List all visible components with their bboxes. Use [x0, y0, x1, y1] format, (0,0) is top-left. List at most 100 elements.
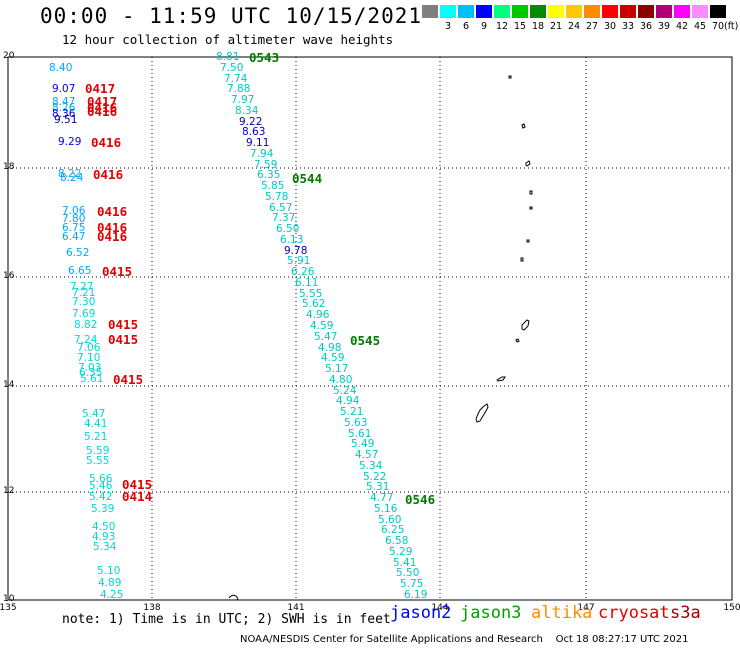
wave-height-value: 6.58: [385, 535, 409, 547]
wave-height-value: 7.80: [62, 213, 86, 225]
wave-height-value: 6.57: [269, 202, 293, 214]
map-frame: [7, 56, 733, 601]
legend-swatch: [710, 5, 726, 18]
wave-height-value: 4.57: [355, 449, 379, 461]
legend-swatch: [476, 5, 492, 18]
legend-label: 27: [585, 21, 599, 32]
cryosat-pass-time: 0414: [122, 489, 153, 504]
wave-height-value: 7.06: [62, 205, 86, 217]
jason3-pass-time: 0544: [292, 171, 323, 186]
legend-swatch: [494, 5, 510, 18]
cryosat-pass-time: 0417: [85, 81, 116, 96]
island-outline: [525, 160, 531, 167]
wave-height-value: 5.41: [393, 557, 417, 569]
legend-label: 33: [621, 21, 635, 32]
wave-height-value: 7.59: [254, 159, 278, 171]
map-border: [7, 56, 733, 601]
longitude-label: 141: [287, 603, 305, 613]
wave-height-value: 7.37: [272, 212, 296, 224]
wave-height-value: 5.21: [340, 406, 364, 418]
cryosat-pass-time: 0416: [87, 100, 118, 115]
jason3-pass-time: 0543: [249, 50, 280, 65]
wave-height-value: 5.59: [86, 445, 110, 457]
legend-unit: (ft): [724, 21, 739, 32]
wave-height-value: 7.69: [72, 308, 96, 320]
legend-swatch: [584, 5, 600, 18]
legend-label: 6: [462, 21, 470, 32]
wave-height-value: 7.30: [72, 296, 96, 308]
wave-height-value: 5.60: [378, 514, 402, 526]
legend-label: 39: [657, 21, 671, 32]
island-outline: [515, 338, 520, 343]
legend-label: 3: [444, 21, 452, 32]
jason3-pass-time: 0546: [405, 492, 436, 507]
wave-height-value: 4.94: [336, 395, 360, 407]
wave-height-value: 8.34: [235, 105, 259, 117]
latitude-label: 14: [3, 380, 15, 390]
wave-height-value: 6.26: [291, 266, 315, 278]
legend-swatch: [566, 5, 582, 18]
cryosat-pass-time: 0416: [91, 135, 122, 150]
legend-swatch: [674, 5, 690, 18]
cryosat-pass-time: 0415: [113, 372, 144, 387]
wave-height-value: 8.24: [60, 172, 84, 184]
legend-label: 36: [639, 21, 653, 32]
cryosat-pass-time: 0416: [93, 167, 124, 182]
wave-height-value: 9.22: [239, 116, 263, 128]
legend-label: 18: [531, 21, 545, 32]
island-outline: [228, 594, 239, 601]
wave-height-value: 5.91: [287, 255, 311, 267]
cryosat-pass-time: 0416: [97, 229, 128, 244]
legend-swatch: [458, 5, 474, 18]
wave-height-value: 8.36: [52, 108, 76, 120]
wave-height-value: 7.27: [70, 281, 94, 293]
wave-height-value: 9.51: [54, 114, 78, 126]
cryosat-pass-time: 0415: [122, 477, 153, 492]
wave-height-value: 5.31: [366, 481, 390, 493]
wave-height-value: 9.78: [284, 245, 308, 257]
longitude-label: 147: [577, 603, 595, 613]
island-outline: [526, 239, 530, 243]
wave-height-value: 4.77: [370, 492, 394, 504]
wave-height-value: 7.74: [224, 73, 248, 85]
legend-swatch: [440, 5, 456, 18]
wave-height-value: 7.10: [77, 352, 101, 364]
wave-height-value: 5.75: [400, 578, 424, 590]
legend-label: 15: [513, 21, 527, 32]
latitude-label: 20: [3, 51, 15, 61]
wave-height-value: 7.03: [78, 362, 102, 374]
cryosat-pass-time: 0415: [102, 264, 133, 279]
island-outline: [475, 403, 489, 423]
wave-height-value: 6.35: [257, 169, 281, 181]
legend-label: 12: [495, 21, 509, 32]
wave-height-value: 5.17: [325, 363, 349, 375]
wave-height-value: 7.24: [74, 334, 98, 346]
legend-swatch: [512, 5, 528, 18]
wave-height-value: 6.50: [276, 223, 300, 235]
legend-label: 30: [603, 21, 617, 32]
wave-height-value: 7.50: [220, 62, 244, 74]
wave-height-value: 5.34: [359, 460, 383, 472]
wave-height-value: 5.49: [351, 438, 375, 450]
wave-height-value: 5.34: [93, 541, 117, 553]
wave-height-value: 7.97: [231, 94, 255, 106]
wave-height-value: 9.07: [52, 83, 76, 95]
cryosat-pass-time: 0416: [87, 104, 118, 119]
cryosat-pass-time: 0416: [97, 220, 128, 235]
island-outline: [508, 75, 512, 79]
wave-height-value: 8.82: [74, 319, 98, 331]
legend-swatch: [656, 5, 672, 18]
wave-height-value: 4.59: [321, 352, 345, 364]
wave-height-value: 6.13: [280, 234, 304, 246]
wave-height-value: 5.62: [302, 298, 326, 310]
longitude-label: 135: [0, 603, 17, 613]
legend-label: 9: [480, 21, 488, 32]
island-outline: [520, 257, 524, 262]
wave-height-value: 6.47: [62, 231, 86, 243]
wave-height-value: 8.81: [216, 51, 240, 63]
wave-height-value: 7.06: [77, 342, 101, 354]
wave-height-value: 5.10: [97, 565, 121, 577]
legend-swatch: [692, 5, 708, 18]
wave-height-value: 6.52: [66, 247, 90, 259]
